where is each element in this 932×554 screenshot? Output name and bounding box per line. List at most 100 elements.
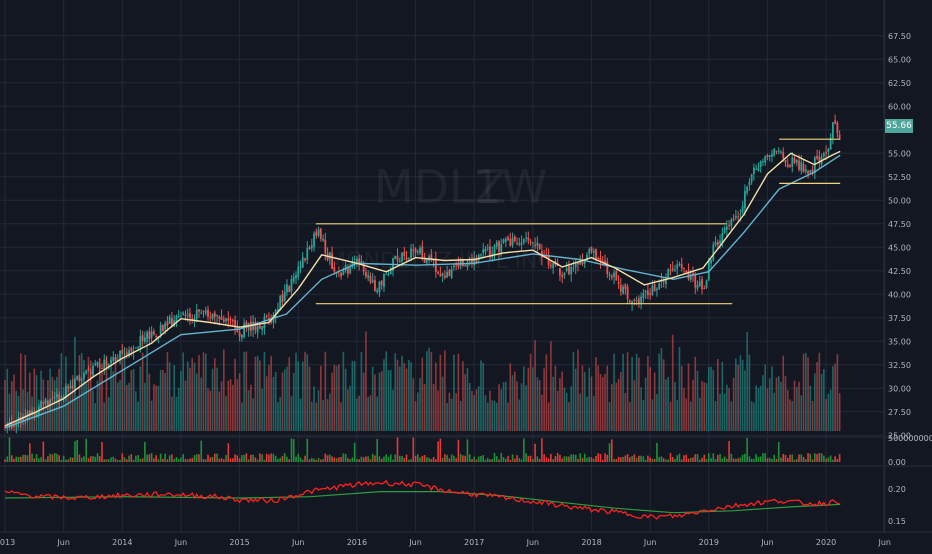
volume-bar <box>694 356 697 431</box>
candle-body <box>245 322 248 328</box>
volume-bar <box>198 354 200 431</box>
candle-body <box>182 312 185 315</box>
volume-bar <box>534 340 536 431</box>
candle-body <box>22 416 24 422</box>
candle-body <box>396 255 399 261</box>
volume-osc-bar <box>586 457 588 462</box>
volume-bar <box>238 373 241 431</box>
volume-osc-bar <box>678 453 681 462</box>
candle-body <box>617 282 620 284</box>
volume-osc-bar <box>829 455 832 462</box>
volume-bar <box>105 355 108 431</box>
volume-bar <box>651 399 654 431</box>
volume-bar <box>213 358 216 431</box>
volume-bar <box>746 331 748 431</box>
candle-body <box>782 152 785 159</box>
volume-bar <box>750 401 753 431</box>
volume-bar <box>462 361 464 431</box>
volume-bar <box>471 390 473 431</box>
candle-body <box>213 312 216 317</box>
volume-osc-bar <box>721 458 724 462</box>
volume-osc-bar <box>658 457 660 462</box>
volume-osc-bar <box>789 454 791 462</box>
candle-body <box>125 352 128 355</box>
volume-bar <box>164 373 166 431</box>
volume-bar <box>374 374 376 431</box>
volume-osc-bar <box>207 454 209 462</box>
volume-osc-bar <box>579 453 582 462</box>
volume-bar <box>272 376 275 431</box>
volume-bar <box>660 347 663 431</box>
volume-osc-bar <box>604 453 606 462</box>
volume-bar <box>606 365 609 431</box>
candle-body <box>577 262 579 265</box>
volume-bar <box>360 352 363 431</box>
volume-osc-bar <box>689 457 692 462</box>
time-tick-label: Jun <box>526 538 540 547</box>
candle-body <box>737 216 740 218</box>
candle-body <box>671 268 674 271</box>
candle-body <box>430 254 433 259</box>
candle-body <box>468 262 471 264</box>
candle-body <box>665 279 667 284</box>
volume-bar <box>777 376 780 431</box>
volume-bar <box>491 400 494 431</box>
candle-body <box>171 318 173 327</box>
candle-body <box>547 255 550 266</box>
candle-body <box>443 275 446 278</box>
candle-body <box>565 268 568 271</box>
volume-osc-bar <box>432 456 435 462</box>
volume-bar <box>638 357 640 431</box>
volume-osc-bar <box>51 454 54 462</box>
candle-body <box>786 164 789 167</box>
volume-bar <box>710 366 712 431</box>
candle-body <box>527 237 530 241</box>
price-tick-label: 67.50 <box>888 32 911 41</box>
volume-osc-bar <box>809 453 812 462</box>
volume-bar <box>665 379 667 431</box>
volume-bar <box>308 366 311 431</box>
candle-body <box>459 259 462 266</box>
volume-osc-bar <box>67 459 69 462</box>
candle-body <box>238 331 241 337</box>
volume-osc-bar <box>437 441 439 462</box>
volume-osc-bar <box>511 454 514 462</box>
volume-bar <box>507 402 509 431</box>
volume-osc-bar <box>62 455 65 462</box>
candle-body <box>110 360 112 363</box>
volume-bar <box>834 363 836 431</box>
candle-body <box>374 280 376 291</box>
volume-osc-bar <box>180 457 182 462</box>
candle-body <box>656 288 658 291</box>
volume-osc-bar <box>38 458 40 462</box>
volume-bar <box>241 402 243 431</box>
volume-osc-bar <box>105 459 108 462</box>
volume-osc-bar <box>107 459 110 462</box>
volume-osc-bar <box>683 455 685 462</box>
volume-osc-bar <box>182 454 185 462</box>
volume-osc-bar <box>281 455 284 462</box>
ratio-tick-label: 0.15 <box>888 517 906 526</box>
volume-osc-bar <box>766 458 769 462</box>
candle-body <box>743 190 746 209</box>
volume-bar <box>299 398 302 431</box>
volume-bar <box>500 389 503 431</box>
volume-bar <box>577 349 579 431</box>
volume-bar <box>107 397 110 431</box>
volume-bar <box>173 364 175 431</box>
volume-bar <box>547 402 550 431</box>
volume-bar <box>430 351 433 431</box>
volume-osc-bar <box>177 459 180 462</box>
volume-osc-bar <box>297 453 300 462</box>
candle-body <box>423 259 426 263</box>
volume-bar <box>252 398 254 431</box>
volume-bar <box>33 368 36 431</box>
volume-osc-bar <box>708 453 710 462</box>
candle-body <box>394 255 397 259</box>
volume-bar <box>218 391 221 431</box>
volume-osc-bar <box>153 458 155 462</box>
volume-bar <box>19 353 22 431</box>
candle-body <box>304 258 306 261</box>
